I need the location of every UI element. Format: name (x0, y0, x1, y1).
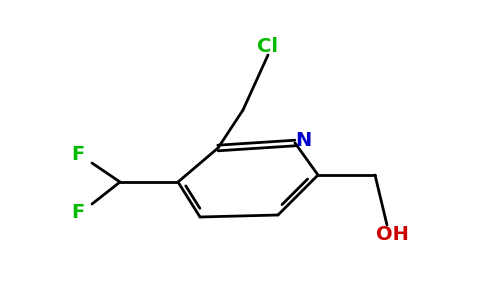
Text: Cl: Cl (257, 38, 278, 56)
Text: F: F (71, 146, 85, 164)
Text: F: F (71, 202, 85, 221)
Text: N: N (295, 131, 311, 151)
Text: OH: OH (376, 226, 408, 244)
